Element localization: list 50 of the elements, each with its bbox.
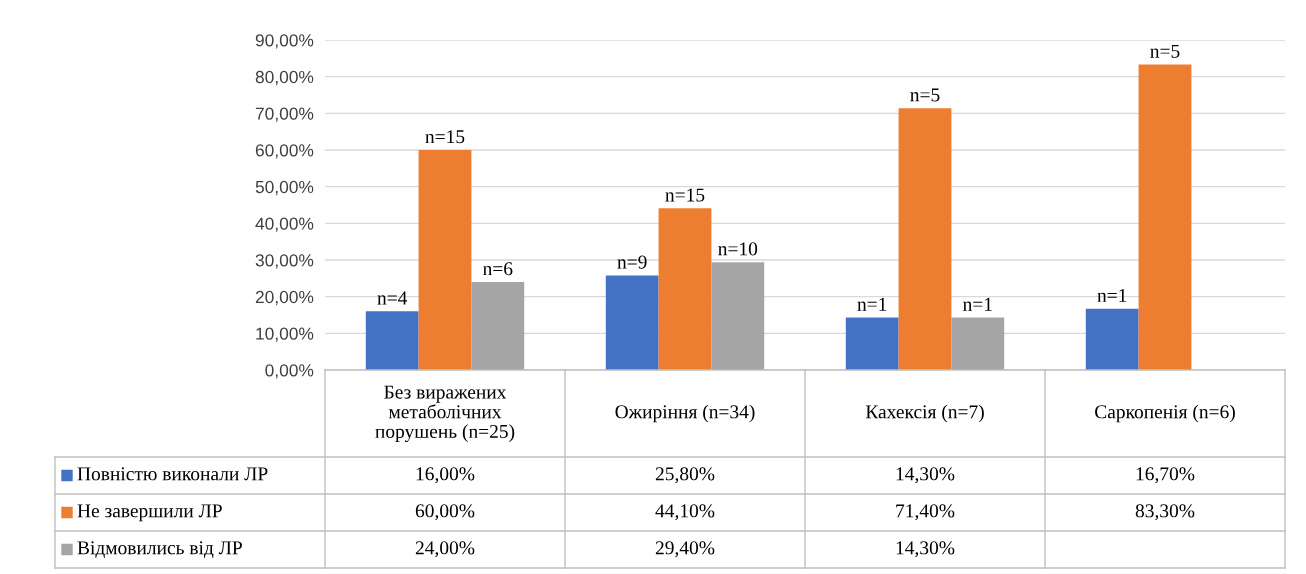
y-tick-label: 90,00% xyxy=(255,34,314,49)
data-label: 16,00% xyxy=(416,467,475,484)
annotation: n=5 xyxy=(1150,44,1180,58)
data-label: 71,40% xyxy=(896,504,955,521)
annotation: n=9 xyxy=(617,255,647,269)
y-tick-label: 20,00% xyxy=(255,290,314,306)
bar xyxy=(711,262,765,370)
annotation: n=15 xyxy=(665,188,705,202)
legend-label: Не завершили ЛР xyxy=(77,504,222,522)
annotation: n=10 xyxy=(718,242,758,256)
data-label: 44,10% xyxy=(655,504,715,521)
legend-label: Відмовились від ЛР xyxy=(77,541,242,558)
x-tick-label: Саркопенія (n=6) xyxy=(1095,404,1235,423)
data-label: 25,80% xyxy=(655,467,715,484)
annotation: n=5 xyxy=(910,88,940,102)
x-tick-label: Ожиріння (n=34) xyxy=(615,404,755,423)
bar xyxy=(365,311,419,370)
y-tick-label: 40,00% xyxy=(255,217,314,232)
data-label: 16,70% xyxy=(1136,467,1195,484)
data-label: 83,30% xyxy=(1135,504,1195,521)
y-tick-label: 50,00% xyxy=(255,180,314,196)
bar xyxy=(471,282,525,370)
bar xyxy=(951,317,1005,370)
bar xyxy=(1138,64,1192,370)
annotation: n=15 xyxy=(425,130,465,144)
y-tick-label: 10,00% xyxy=(256,327,314,342)
bar xyxy=(658,208,712,370)
data-label: 14,30% xyxy=(896,467,955,484)
data-label: 60,00% xyxy=(415,504,475,521)
y-tick-label: 60,00% xyxy=(255,144,314,159)
annotation: n=1 xyxy=(1097,289,1127,302)
y-tick-label: 0,00% xyxy=(265,364,314,379)
bar xyxy=(898,108,952,370)
bar xyxy=(418,150,472,370)
annotation: n=4 xyxy=(377,291,408,305)
bar xyxy=(1085,308,1139,370)
bar xyxy=(605,275,659,370)
annotation: n=1 xyxy=(963,297,992,311)
x-tick-label: Кахексія (n=7) xyxy=(865,404,984,423)
y-tick-label: 70,00% xyxy=(255,107,314,122)
data-label: 14,30% xyxy=(896,541,955,558)
x-tick-label: Без виражених метаболічних порушень (n=25) xyxy=(375,385,515,442)
data-label: 29,40% xyxy=(655,541,715,558)
y-tick-label: 30,00% xyxy=(255,254,314,269)
annotation: n=1 xyxy=(857,297,887,311)
legend-label: Повністю виконали ЛР xyxy=(77,467,268,481)
annotation: n=6 xyxy=(483,262,513,276)
bar xyxy=(845,317,899,370)
data-label: 24,00% xyxy=(415,541,475,558)
y-tick-label: 80,00% xyxy=(255,70,314,86)
